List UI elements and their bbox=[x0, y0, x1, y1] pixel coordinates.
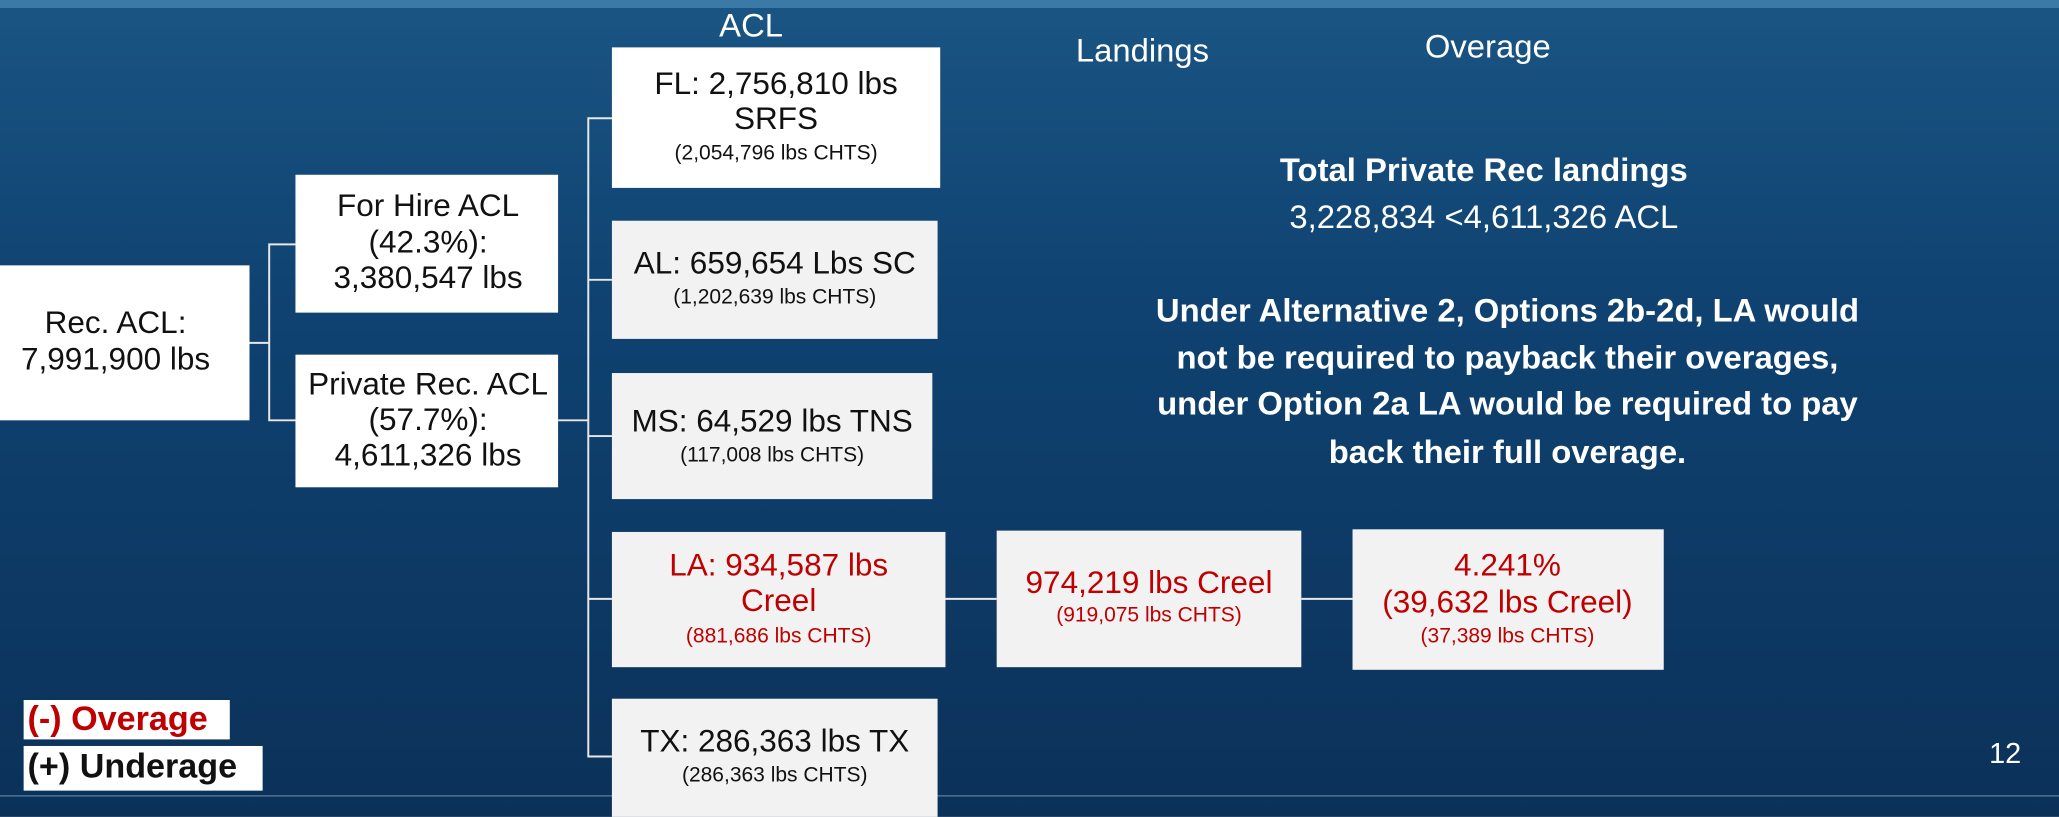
ms-box bbox=[611, 373, 933, 500]
node-text: 974,219 lbs Creel bbox=[1026, 564, 1273, 600]
summary-line: not be required to payback their overage… bbox=[1177, 339, 1839, 376]
node-text: SRFS bbox=[734, 100, 818, 136]
node-text: TX: 286,363 lbs TX bbox=[640, 723, 909, 759]
node-text: For Hire ACL bbox=[337, 187, 519, 223]
page-number: 12 bbox=[1989, 738, 2021, 770]
node-text: 4.241% bbox=[1454, 547, 1561, 583]
node-subtext: (286,363 lbs CHTS) bbox=[682, 764, 868, 787]
acl-header: ACL bbox=[719, 6, 783, 43]
node-subtext: (2,054,796 lbs CHTS) bbox=[675, 141, 878, 164]
node-text: Creel bbox=[741, 582, 816, 618]
legend-overage: (-) Overage bbox=[28, 700, 208, 738]
node-subtext: (1,202,639 lbs CHTS) bbox=[673, 286, 876, 309]
legend-bg bbox=[23, 700, 230, 740]
summary-line: Under Alternative 2, Options 2b-2d, LA w… bbox=[1156, 291, 1859, 328]
node-text: (57.7%): bbox=[369, 401, 488, 437]
node-text: Private Rec. ACL bbox=[308, 366, 548, 402]
summary-value: 3,228,834 <4,611,326 ACL bbox=[1289, 198, 1678, 235]
node-text: MS: 64,529 lbs TNS bbox=[631, 402, 912, 438]
node-text: (39,632 lbs Creel) bbox=[1382, 583, 1632, 619]
node-text: Rec. ACL: bbox=[45, 304, 187, 340]
landings-header: Landings bbox=[1076, 31, 1209, 68]
top-band bbox=[0, 0, 2059, 8]
node-text: FL: 2,756,810 lbs bbox=[654, 65, 897, 101]
node-subtext: (37,389 lbs CHTS) bbox=[1421, 625, 1595, 648]
rec-acl-box bbox=[0, 265, 250, 421]
fl-box bbox=[611, 47, 941, 188]
node-text: 7,991,900 lbs bbox=[21, 341, 210, 377]
summary-title: Total Private Rec landings bbox=[1280, 151, 1688, 188]
private-box bbox=[295, 354, 559, 488]
node-subtext: (117,008 lbs CHTS) bbox=[680, 443, 864, 466]
legend-bg bbox=[23, 745, 263, 791]
summary-line: back their full overage. bbox=[1329, 433, 1686, 470]
for-hire-box bbox=[295, 174, 559, 313]
legend-underage: (+) Underage bbox=[28, 747, 238, 785]
node-text: 4,611,326 lbs bbox=[335, 436, 522, 472]
la-box bbox=[611, 531, 946, 668]
connectors bbox=[249, 117, 1353, 758]
overage-header: Overage bbox=[1425, 27, 1551, 64]
node-text: 3,380,547 lbs bbox=[334, 259, 523, 295]
node-text: LA: 934,587 lbs bbox=[669, 547, 888, 583]
node-subtext: (919,075 lbs CHTS) bbox=[1056, 604, 1242, 627]
tx-box bbox=[611, 698, 938, 817]
al-box bbox=[611, 220, 938, 339]
overage-box bbox=[1352, 529, 1664, 670]
node-text: AL: 659,654 Lbs SC bbox=[634, 245, 916, 281]
landings-box bbox=[996, 530, 1302, 668]
summary-line: under Option 2a LA would be required to … bbox=[1157, 385, 1858, 422]
node-subtext: (881,686 lbs CHTS) bbox=[686, 625, 872, 648]
node-text: (42.3%): bbox=[369, 224, 488, 260]
